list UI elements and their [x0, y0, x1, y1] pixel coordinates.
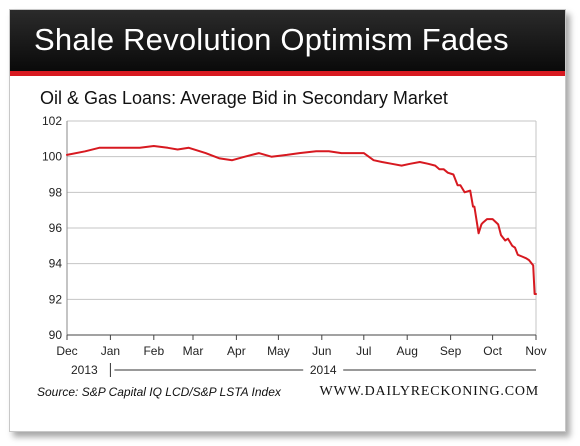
x-tick-label: Aug — [397, 344, 418, 358]
y-tick-label: 92 — [49, 292, 63, 306]
x-tick-label: Nov — [525, 344, 546, 358]
banner-title: Shale Revolution Optimism Fades — [34, 22, 509, 57]
x-tick-label: Apr — [227, 344, 246, 358]
x-tick-label: Jun — [312, 344, 331, 358]
x-tick-label: Oct — [483, 344, 502, 358]
source-note: Source: S&P Capital IQ LCD/S&P LSTA Inde… — [37, 385, 281, 399]
x-tick-label: Mar — [183, 344, 204, 358]
year-label: 2014 — [310, 363, 337, 377]
y-tick-label: 96 — [49, 221, 63, 235]
year-label: 2013 — [71, 363, 98, 377]
x-tick-label: Feb — [143, 344, 164, 358]
y-tick-label: 100 — [42, 150, 62, 164]
x-tick-label: May — [267, 344, 290, 358]
chart-axes: 90 92 94 96 98 100 102 Dec Jan Feb Mar Apr May Jun Jul… — [42, 114, 547, 377]
y-tick-label: 102 — [42, 114, 62, 128]
y-tick-label: 90 — [49, 328, 63, 342]
accent-divider — [10, 71, 565, 76]
chart-plot — [66, 145, 537, 295]
series-line — [66, 145, 537, 295]
x-tick-label: Jul — [356, 344, 371, 358]
x-tick-label: Dec — [56, 344, 77, 358]
x-tick-label: Sep — [440, 344, 462, 358]
x-tick-label: Jan — [101, 344, 120, 358]
site-credit: WWW.DAILYRECKONING.COM — [319, 384, 539, 399]
chart-title: Oil & Gas Loans: Average Bid in Secondar… — [40, 88, 448, 108]
chart-card: Shale Revolution Optimism Fades Oil & Ga… — [9, 9, 566, 432]
y-tick-label: 94 — [49, 257, 63, 271]
y-tick-label: 98 — [49, 185, 63, 199]
title-banner: Shale Revolution Optimism Fades — [10, 10, 565, 71]
